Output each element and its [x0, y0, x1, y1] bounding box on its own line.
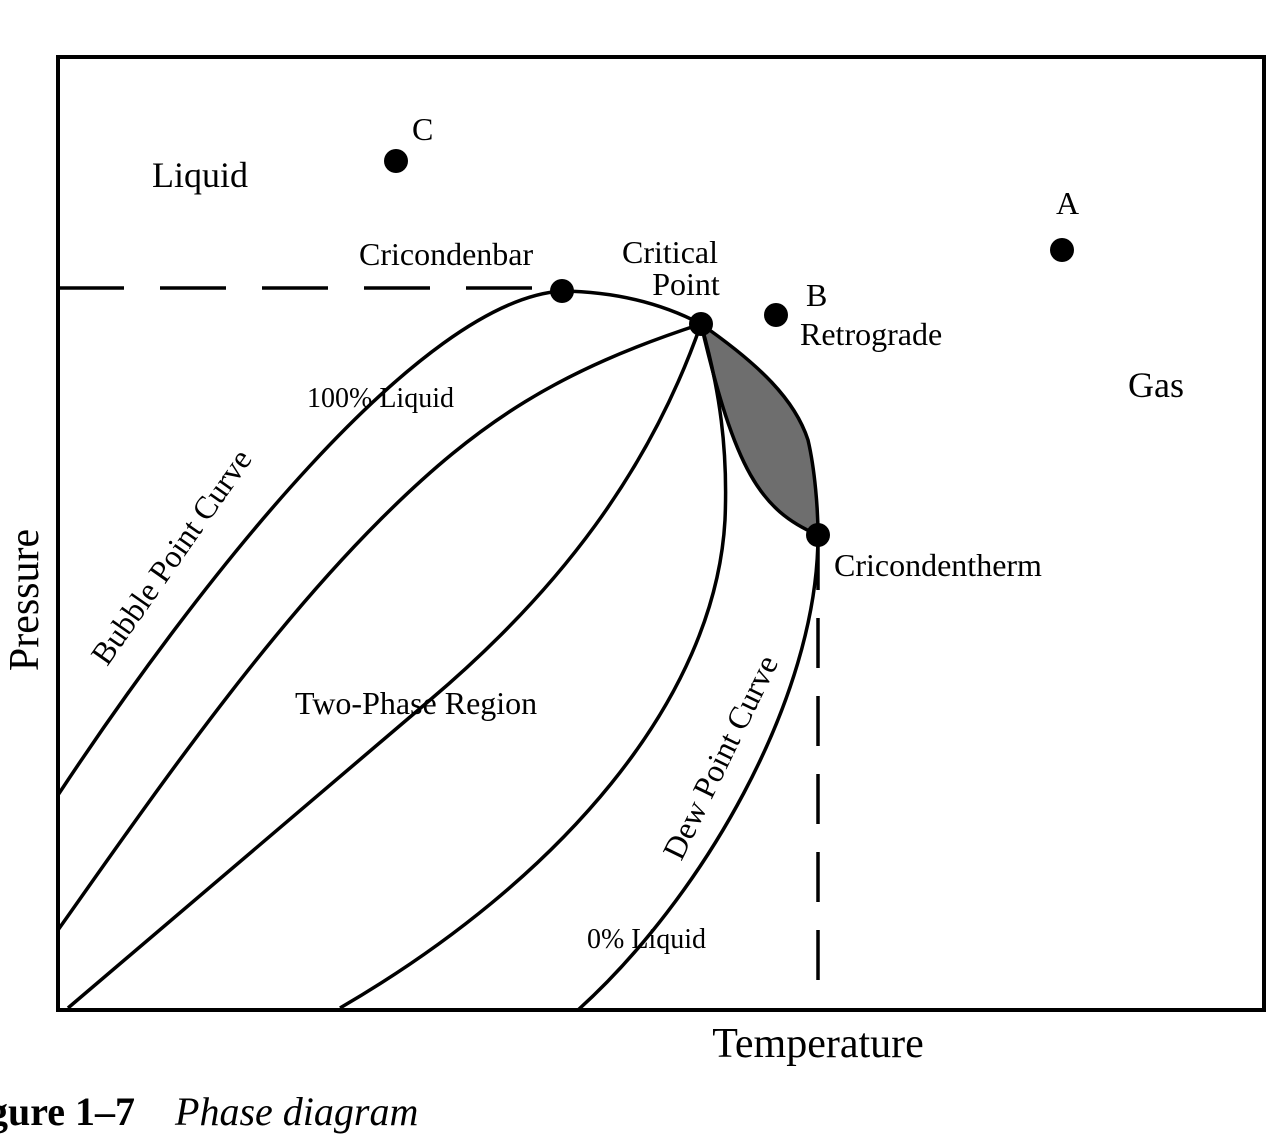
cricondentherm-point: [806, 523, 830, 547]
plot-frame: [56, 55, 1266, 1012]
critical-point: [689, 312, 713, 336]
quality-line-2: [66, 323, 703, 1010]
figure-caption: gure 1–7 Phase diagram: [0, 1088, 418, 1135]
figure-title: Phase diagram: [175, 1089, 419, 1134]
cricondenbar-label: Cricondenbar: [359, 236, 534, 272]
point-a: [1050, 238, 1074, 262]
figure-number: gure 1–7: [0, 1089, 136, 1134]
cricondentherm-label: Cricondentherm: [834, 547, 1042, 583]
x-axis-label: Temperature: [712, 1021, 924, 1067]
quality-line-1: [56, 322, 702, 932]
cricondenbar-point: [550, 279, 574, 303]
retrograde-label: Retrograde: [800, 316, 942, 352]
critical-point-label-line2: Point: [652, 266, 720, 302]
gas-label: Gas: [1128, 365, 1184, 405]
retrograde-region: [701, 324, 818, 535]
liquid-label: Liquid: [152, 155, 248, 195]
liquid-0-label: 0% Liquid: [587, 924, 706, 955]
critical-point-label-line1: Critical: [622, 234, 718, 270]
bubble-point-curve: [56, 289, 702, 796]
point-c: [384, 149, 408, 173]
quality-line-3: [339, 323, 728, 1010]
point-b-label: B: [806, 277, 827, 313]
liquid-100-label: 100% Liquid: [307, 383, 454, 414]
point-c-label: C: [412, 111, 433, 147]
y-axis-label: Pressure: [2, 529, 48, 671]
point-a-label: A: [1056, 185, 1079, 221]
two-phase-label: Two-Phase Region: [295, 685, 537, 721]
point-b: [764, 303, 788, 327]
